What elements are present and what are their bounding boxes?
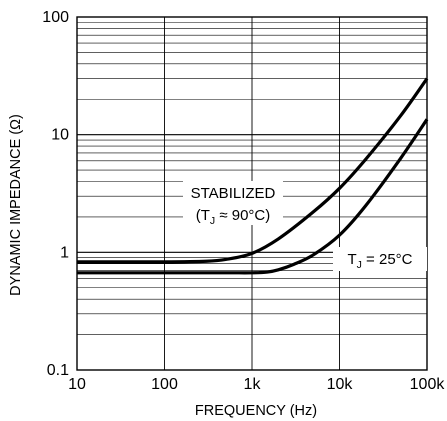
curves [76, 77, 429, 275]
y-tick-label: 1 [60, 244, 69, 261]
stabilized-curve [76, 77, 429, 264]
x-axis-title: FREQUENCY (Hz) [195, 403, 317, 419]
stabilized-label-bg [183, 181, 283, 225]
stabilized-label: STABILIZED [191, 185, 276, 202]
tj-label-bg [333, 247, 427, 271]
stabilized-condition: (TJ ≈ 90°C) [196, 207, 271, 227]
tj-25c-curve [77, 118, 429, 275]
x-tick-label: 1k [244, 376, 262, 393]
x-tick-label: 10k [327, 376, 354, 393]
tick-labels: 10 100 1k 10k 100k 0.1 1 10 100 [42, 9, 445, 393]
plot-frame [76, 16, 428, 371]
x-tick-label: 10 [68, 376, 86, 393]
x-tick-label: 100 [151, 376, 178, 393]
y-tick-label: 100 [42, 9, 69, 26]
y-axis-title: DYNAMIC IMPEDANCE (Ω) [8, 114, 24, 296]
y-tick-label: 10 [51, 127, 69, 144]
tj-label: TJ = 25°C [347, 251, 412, 271]
y-tick-label: 0.1 [47, 362, 69, 379]
x-tick-label: 100k [410, 376, 446, 393]
